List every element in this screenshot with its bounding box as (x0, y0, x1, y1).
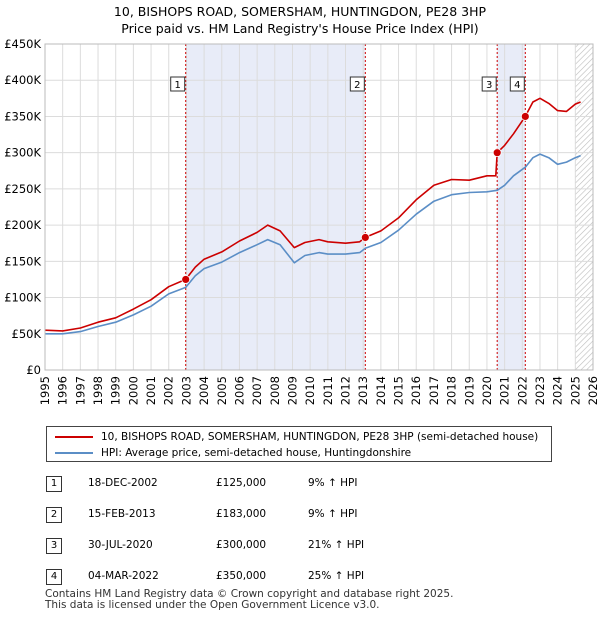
legend-swatch-hpi (55, 452, 93, 454)
sale-point (520, 112, 530, 121)
attribution-footer: Contains HM Land Registry data © Crown c… (45, 589, 453, 611)
y-tick-label: £200K (4, 218, 41, 232)
legend-item-hpi: HPI: Average price, semi-detached house,… (55, 445, 411, 461)
x-tick-label: 2021 (498, 376, 512, 405)
sale-marker-box (481, 76, 497, 92)
chart-title: 10, BISHOPS ROAD, SOMERSHAM, HUNTINGDON,… (0, 3, 600, 37)
x-tick-label: 2001 (144, 376, 158, 405)
x-tick-label: 2015 (392, 376, 406, 405)
price-chart: £0 £50K £100K £150K £200K £250K £300K £350K £400… (4, 37, 600, 405)
sale-marker-box (509, 76, 525, 92)
x-tick-label: 2006 (232, 376, 246, 405)
x-tick-label: 1996 (56, 376, 70, 405)
sale-point (492, 148, 502, 158)
sale-marker-label: 4 (514, 80, 520, 91)
sale-price: £300,000 (216, 539, 267, 551)
table-row: 1 18-DEC-2002 £125,000 9% ↑ HPI (46, 476, 550, 492)
x-tick-label: 2007 (250, 376, 264, 405)
y-tick-label: £0 (26, 363, 41, 377)
x-tick-label: 2005 (215, 376, 229, 405)
x-tick-label: 2008 (268, 376, 282, 405)
y-tick-label: £450K (4, 37, 41, 51)
sale-price: £125,000 (216, 477, 267, 489)
sale-date: 15-FEB-2013 (88, 508, 156, 520)
y-tick-label: £50K (12, 327, 42, 341)
x-tick-label: 2016 (409, 376, 423, 405)
x-tick-label: 2024 (551, 376, 565, 405)
sale-hpi-diff: 25% ↑ HPI (308, 570, 365, 582)
table-row: 2 15-FEB-2013 £183,000 9% ↑ HPI (46, 507, 550, 523)
sale-price: £183,000 (216, 508, 267, 520)
sale-point (360, 233, 370, 242)
sale-hpi-diff: 9% ↑ HPI (308, 477, 358, 489)
sale-marker-box (349, 76, 365, 92)
x-tick-label: 2003 (179, 376, 193, 405)
sale-hpi-diff: 21% ↑ HPI (308, 539, 365, 551)
sale-number-badge: 1 (46, 476, 62, 492)
x-tick-label: 2019 (462, 376, 476, 405)
x-tick-label: 2026 (586, 376, 600, 405)
plot-border (44, 43, 594, 371)
sale-date: 04-MAR-2022 (88, 570, 159, 582)
sale-number-badge: 4 (46, 569, 62, 585)
sale-number-badge: 2 (46, 507, 62, 523)
x-tick-label: 1998 (91, 376, 105, 405)
x-tick-label: 2009 (285, 376, 299, 405)
series-line (45, 153, 581, 335)
sale-marker-label: 1 (175, 80, 181, 91)
y-tick-label: £400K (4, 73, 41, 87)
table-row: 4 04-MAR-2022 £350,000 25% ↑ HPI (46, 569, 550, 585)
x-tick-label: 2002 (162, 376, 176, 405)
sale-date: 30-JUL-2020 (88, 539, 153, 551)
legend-swatch-price (55, 436, 93, 438)
x-tick-label: 1997 (73, 376, 87, 405)
sale-marker-box (170, 76, 186, 92)
sale-point (181, 275, 191, 284)
y-tick-label: £100K (4, 291, 41, 305)
footer-line-2: This data is licensed under the Open Gov… (45, 599, 380, 611)
chart-legend: 10, BISHOPS ROAD, SOMERSHAM, HUNTINGDON,… (46, 426, 552, 462)
shaded-ownership-period (185, 44, 366, 370)
legend-label-hpi: HPI: Average price, semi-detached house,… (101, 447, 412, 459)
table-row: 3 30-JUL-2020 £300,000 21% ↑ HPI (46, 538, 550, 554)
x-tick-label: 1995 (38, 376, 52, 405)
footer-line-1: Contains HM Land Registry data © Crown c… (45, 588, 454, 600)
x-tick-label: 2011 (321, 376, 335, 405)
shaded-ownership-period (497, 44, 526, 370)
forecast-hatch-area (575, 44, 593, 370)
sale-marker-label: 2 (354, 80, 360, 91)
y-tick-label: £150K (4, 254, 41, 268)
legend-item-price: 10, BISHOPS ROAD, SOMERSHAM, HUNTINGDON,… (55, 429, 538, 445)
x-tick-label: 2000 (126, 376, 140, 405)
title-line-1: 10, BISHOPS ROAD, SOMERSHAM, HUNTINGDON,… (113, 4, 487, 19)
x-tick-label: 2012 (339, 376, 353, 405)
sale-number-badge: 3 (46, 538, 62, 554)
x-tick-label: 2018 (445, 376, 459, 405)
sale-hpi-diff: 9% ↑ HPI (308, 508, 358, 520)
x-tick-label: 2022 (515, 376, 529, 405)
sale-date: 18-DEC-2002 (88, 477, 158, 489)
title-line-2: Price paid vs. HM Land Registry's House … (121, 21, 479, 36)
legend-label-price: 10, BISHOPS ROAD, SOMERSHAM, HUNTINGDON,… (101, 431, 539, 443)
sale-marker-label: 3 (486, 80, 492, 91)
y-tick-label: £350K (4, 109, 41, 123)
x-tick-label: 2025 (568, 376, 582, 405)
x-tick-label: 1999 (109, 376, 123, 405)
x-tick-label: 2010 (303, 376, 317, 405)
y-tick-label: £300K (4, 146, 41, 160)
x-tick-label: 2023 (533, 376, 547, 405)
x-tick-label: 2020 (480, 376, 494, 405)
x-tick-label: 2014 (374, 376, 388, 405)
x-tick-label: 2017 (427, 376, 441, 405)
x-tick-label: 2013 (356, 376, 370, 405)
y-tick-label: £250K (4, 182, 41, 196)
x-tick-label: 2004 (197, 376, 211, 405)
sale-price: £350,000 (216, 570, 267, 582)
